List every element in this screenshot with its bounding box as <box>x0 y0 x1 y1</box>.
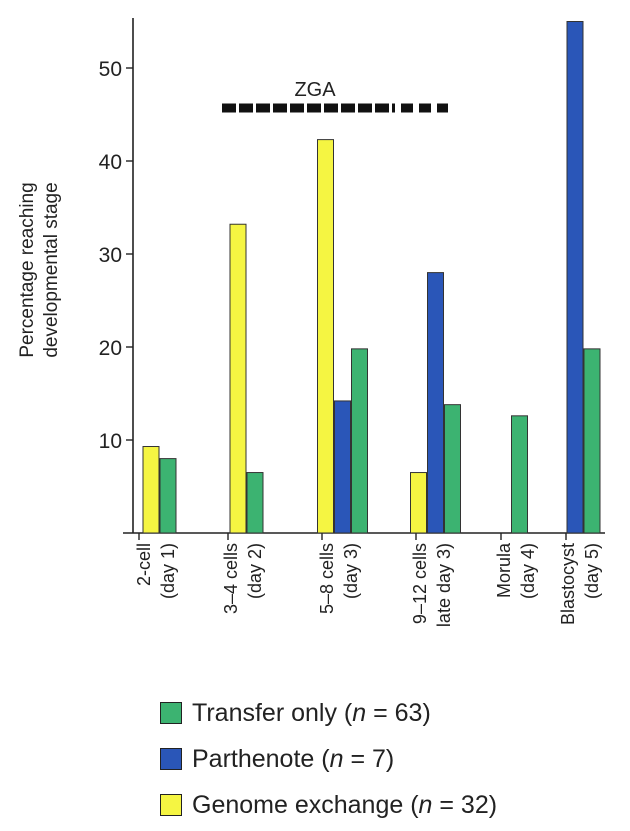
x-tick-label: 2-cell <box>134 543 154 586</box>
x-tick-label: (day 5) <box>582 543 602 599</box>
x-tick-label: (day 2) <box>245 543 265 599</box>
zga-label: ZGA <box>294 79 336 101</box>
legend-item: Transfer only (n = 63) <box>160 690 497 736</box>
bar-parthenote <box>566 21 584 534</box>
y-tick-label: 40 <box>99 151 122 174</box>
bar-chart: 10 20 30 40 50 Percentage reaching development… <box>17 18 605 627</box>
bar-transfer-only <box>511 415 528 534</box>
x-tick-label: (day 4) <box>518 543 538 599</box>
legend-item: Parthenote (n = 7) <box>160 736 497 782</box>
legend-label: Genome exchange (n = 32) <box>192 790 498 819</box>
bar-transfer-only <box>583 348 601 534</box>
x-tick-label: 9–12 cells <box>410 543 430 624</box>
bar-genome-exchange <box>410 472 427 534</box>
y-tick-label: 50 <box>99 58 122 81</box>
legend-label: Transfer only (n = 63) <box>192 698 431 727</box>
bar-transfer-only <box>351 348 368 534</box>
x-tick-label: (day 1) <box>158 543 178 599</box>
bar-parthenote <box>427 272 444 534</box>
y-axis-label: developmental stage <box>41 182 62 357</box>
y-tick-label: 30 <box>99 244 122 267</box>
x-tick-label: late day 3) <box>434 543 454 627</box>
y-axis-label: Percentage reaching <box>17 182 38 357</box>
x-tick-label: (day 3) <box>341 543 361 599</box>
y-tick-label: 20 <box>99 337 122 360</box>
x-tick-label: 3–4 cells <box>221 543 241 614</box>
legend-swatch <box>160 702 182 724</box>
x-tick-label: Morula <box>494 542 514 598</box>
bar-genome-exchange <box>317 139 334 534</box>
legend-item: Genome exchange (n = 32) <box>160 782 497 828</box>
bar-transfer-only <box>246 472 264 534</box>
bar-genome-exchange <box>142 446 160 534</box>
bar-transfer-only <box>159 458 177 534</box>
legend-swatch <box>160 794 182 816</box>
y-tick-label: 10 <box>99 430 122 453</box>
bar-parthenote <box>334 400 351 534</box>
x-tick-label: 5–8 cells <box>317 543 337 614</box>
x-tick-label: Blastocyst <box>558 543 578 625</box>
legend: Transfer only (n = 63) Parthenote (n = 7)… <box>160 690 497 828</box>
legend-swatch <box>160 748 182 770</box>
bar-genome-exchange <box>229 223 247 534</box>
bar-transfer-only <box>444 404 461 534</box>
legend-label: Parthenote (n = 7) <box>192 744 395 773</box>
